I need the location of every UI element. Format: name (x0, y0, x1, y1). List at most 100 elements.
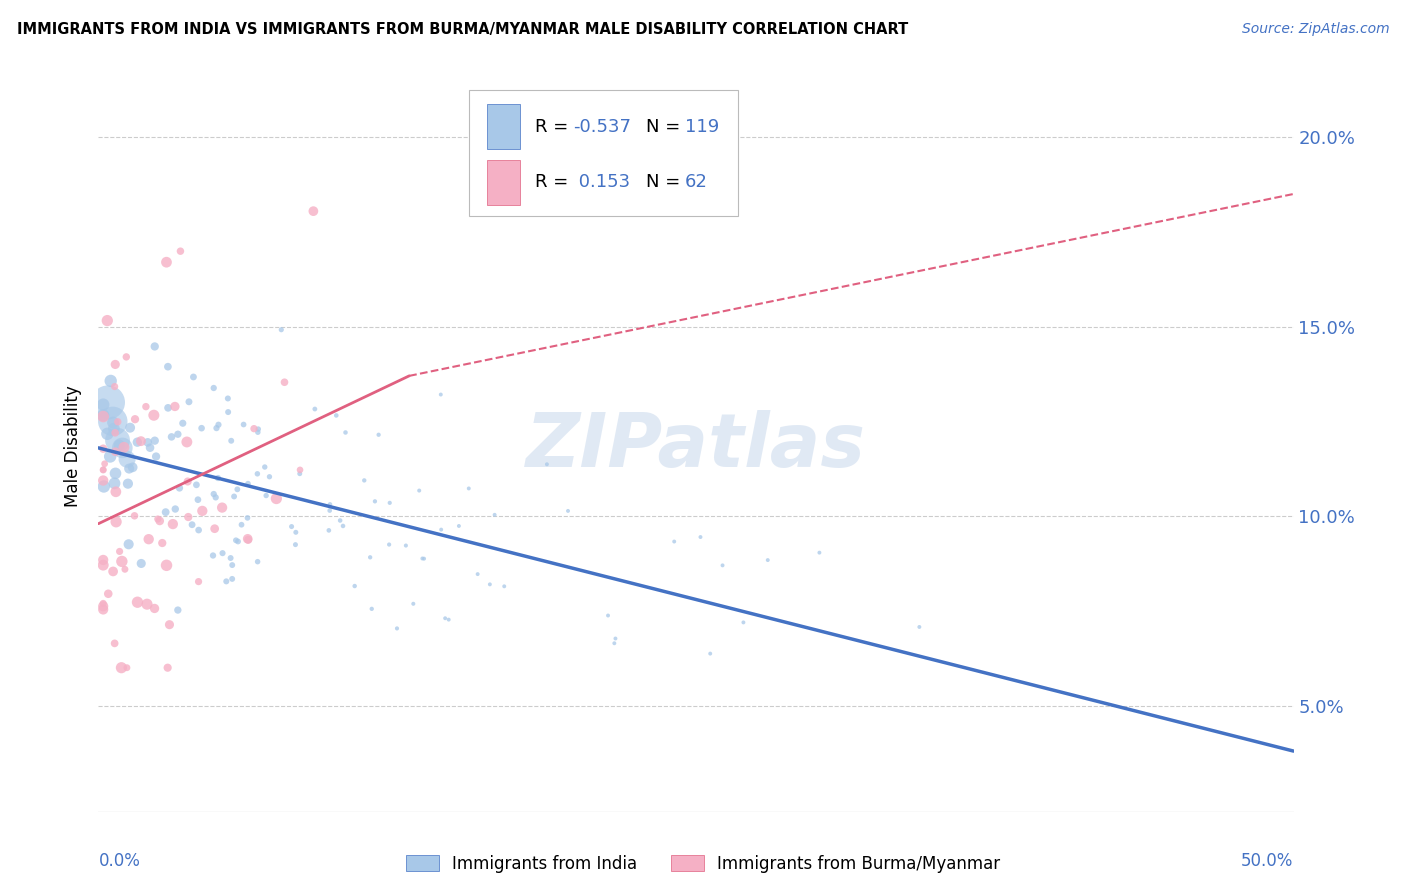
Y-axis label: Male Disability: Male Disability (65, 385, 83, 507)
Point (204, 491, 226, 505)
Point (246, 425, 269, 440)
Point (177, 394, 200, 409)
Point (111, 441, 134, 455)
Point (136, 435, 159, 450)
Point (183, 370, 205, 384)
Text: 119: 119 (685, 118, 720, 136)
Point (135, 400, 157, 414)
Point (162, 517, 184, 532)
Point (93, 479, 115, 493)
Point (115, 350, 138, 364)
Text: 50.0%: 50.0% (1241, 852, 1294, 870)
Bar (486, 160, 520, 205)
Point (91, 463, 114, 477)
Point (254, 489, 277, 503)
Point (103, 422, 125, 436)
Point (395, 539, 418, 553)
Point (91, 442, 114, 456)
Point (733, 615, 755, 630)
Point (756, 553, 779, 567)
Point (359, 550, 381, 565)
Text: 62: 62 (685, 173, 709, 191)
Point (225, 533, 247, 548)
Point (104, 484, 127, 499)
Point (284, 538, 307, 552)
Point (160, 430, 183, 444)
Point (101, 565, 124, 579)
Point (243, 422, 266, 436)
Point (186, 478, 208, 492)
Point (101, 414, 124, 428)
Point (143, 434, 166, 448)
Point (91, 398, 114, 412)
Point (215, 574, 238, 589)
Point (124, 508, 146, 523)
Point (280, 519, 302, 533)
Point (364, 494, 387, 508)
Point (104, 379, 127, 393)
Point (411, 551, 433, 566)
Point (343, 579, 366, 593)
Text: IMMIGRANTS FROM INDIA VS IMMIGRANTS FROM BURMA/MYANMAR MALE DISABILITY CORRELATI: IMMIGRANTS FROM INDIA VS IMMIGRANTS FROM… (17, 22, 908, 37)
Text: N =: N = (645, 118, 686, 136)
Point (150, 536, 173, 550)
Point (166, 603, 188, 617)
Point (108, 544, 131, 558)
Point (430, 387, 453, 401)
Point (246, 467, 269, 481)
Point (104, 467, 127, 481)
Point (143, 339, 166, 353)
Point (360, 602, 382, 616)
Point (711, 558, 734, 573)
Point (457, 482, 479, 496)
Point (353, 474, 375, 488)
Point (91, 409, 114, 424)
Point (219, 434, 242, 448)
Point (157, 401, 180, 415)
Point (177, 510, 200, 524)
Point (211, 500, 233, 515)
Point (167, 427, 190, 442)
Point (145, 450, 167, 464)
Text: ZIPatlas: ZIPatlas (526, 409, 866, 483)
Point (101, 416, 124, 430)
Point (259, 469, 281, 483)
Text: -0.537: -0.537 (572, 118, 631, 136)
Point (467, 567, 489, 582)
Text: R =: R = (534, 173, 574, 191)
Point (129, 557, 152, 571)
Text: N =: N = (645, 173, 686, 191)
Point (115, 452, 138, 467)
Point (124, 412, 146, 426)
Point (202, 549, 225, 563)
Point (155, 505, 177, 519)
Point (181, 517, 204, 532)
Point (557, 504, 579, 518)
Point (335, 425, 357, 440)
Point (536, 457, 558, 471)
Bar (486, 104, 520, 149)
Text: R =: R = (534, 118, 574, 136)
Text: 0.0%: 0.0% (98, 852, 141, 870)
Point (205, 421, 228, 435)
Point (91, 553, 114, 567)
Point (288, 463, 311, 477)
Point (118, 537, 141, 551)
Point (494, 579, 516, 593)
Point (434, 611, 457, 625)
Point (367, 427, 389, 442)
Legend: Immigrants from India, Immigrants from Burma/Myanmar: Immigrants from India, Immigrants from B… (399, 848, 1007, 880)
Point (176, 434, 198, 449)
Point (217, 405, 239, 419)
Point (319, 497, 342, 511)
Point (108, 438, 131, 452)
Point (129, 434, 152, 449)
Point (104, 358, 127, 372)
Point (236, 511, 259, 525)
Point (155, 255, 177, 269)
Point (284, 525, 307, 540)
Point (107, 415, 129, 429)
Point (219, 551, 242, 566)
FancyBboxPatch shape (470, 90, 738, 216)
Point (97, 587, 120, 601)
